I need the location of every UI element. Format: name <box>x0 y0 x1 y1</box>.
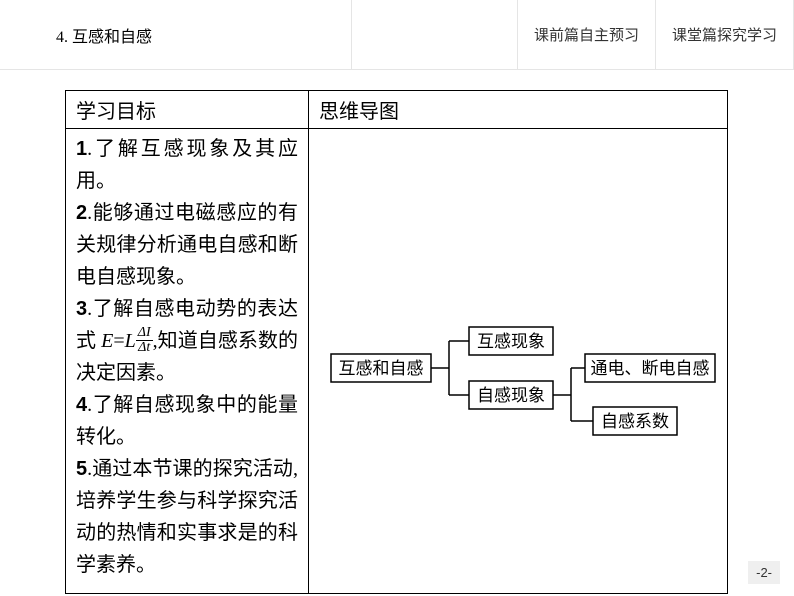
item-number: 5 <box>76 458 87 480</box>
objective-item: 4.了解自感现象中的能量转化。 <box>76 389 298 453</box>
svg-text:通电、断电自感: 通电、断电自感 <box>591 359 710 378</box>
svg-text:自感系数: 自感系数 <box>601 412 669 431</box>
svg-text:互感现象: 互感现象 <box>477 332 545 351</box>
objectives-header: 学习目标 <box>66 91 309 129</box>
mindmap-cell: 互感和自感 互感现象自感现象 通电、断电自感自感系数 <box>309 129 728 594</box>
header-spacer <box>352 0 518 69</box>
page-header: 4. 互感和自感 课前篇自主预习 课堂篇探究学习 <box>0 0 794 70</box>
item-number: 2 <box>76 202 87 224</box>
formula: E=LΔIΔt <box>101 330 153 352</box>
item-number: 3 <box>76 298 87 320</box>
page-title: 4. 互感和自感 <box>0 0 352 69</box>
tab-explore[interactable]: 课堂篇探究学习 <box>656 0 794 69</box>
page-number: -2- <box>748 561 780 584</box>
svg-text:自感现象: 自感现象 <box>477 386 545 405</box>
item-text: .了解自感现象中的能量转化。 <box>76 394 298 448</box>
objective-item: 5.通过本节课的探究活动,培养学生参与科学探究活动的热情和实事求是的科学素养。 <box>76 453 298 581</box>
tab-preview[interactable]: 课前篇自主预习 <box>518 0 656 69</box>
mindmap-header: 思维导图 <box>309 91 728 129</box>
item-text: .了解互感现象及其应用。 <box>76 138 298 192</box>
item-number: 4 <box>76 394 87 416</box>
item-text: .通过本节课的探究活动,培养学生参与科学探究活动的热情和实事求是的科学素养。 <box>76 458 298 576</box>
objective-item: 1.了解互感现象及其应用。 <box>76 133 298 197</box>
content-table: 学习目标 思维导图 1.了解互感现象及其应用。 2.能够通过电磁感应的有关规律分… <box>65 90 728 594</box>
mindmap-diagram: 互感和自感 互感现象自感现象 通电、断电自感自感系数 <box>319 133 717 583</box>
svg-text:互感和自感: 互感和自感 <box>339 359 424 378</box>
objective-item: 2.能够通过电磁感应的有关规律分析通电自感和断电自感现象。 <box>76 197 298 293</box>
item-text: .能够通过电磁感应的有关规律分析通电自感和断电自感现象。 <box>76 202 298 288</box>
objectives-cell: 1.了解互感现象及其应用。 2.能够通过电磁感应的有关规律分析通电自感和断电自感… <box>66 129 309 594</box>
objective-item: 3.了解自感电动势的表达式 E=LΔIΔt,知道自感系数的决定因素。 <box>76 293 298 389</box>
item-number: 1 <box>76 138 87 160</box>
